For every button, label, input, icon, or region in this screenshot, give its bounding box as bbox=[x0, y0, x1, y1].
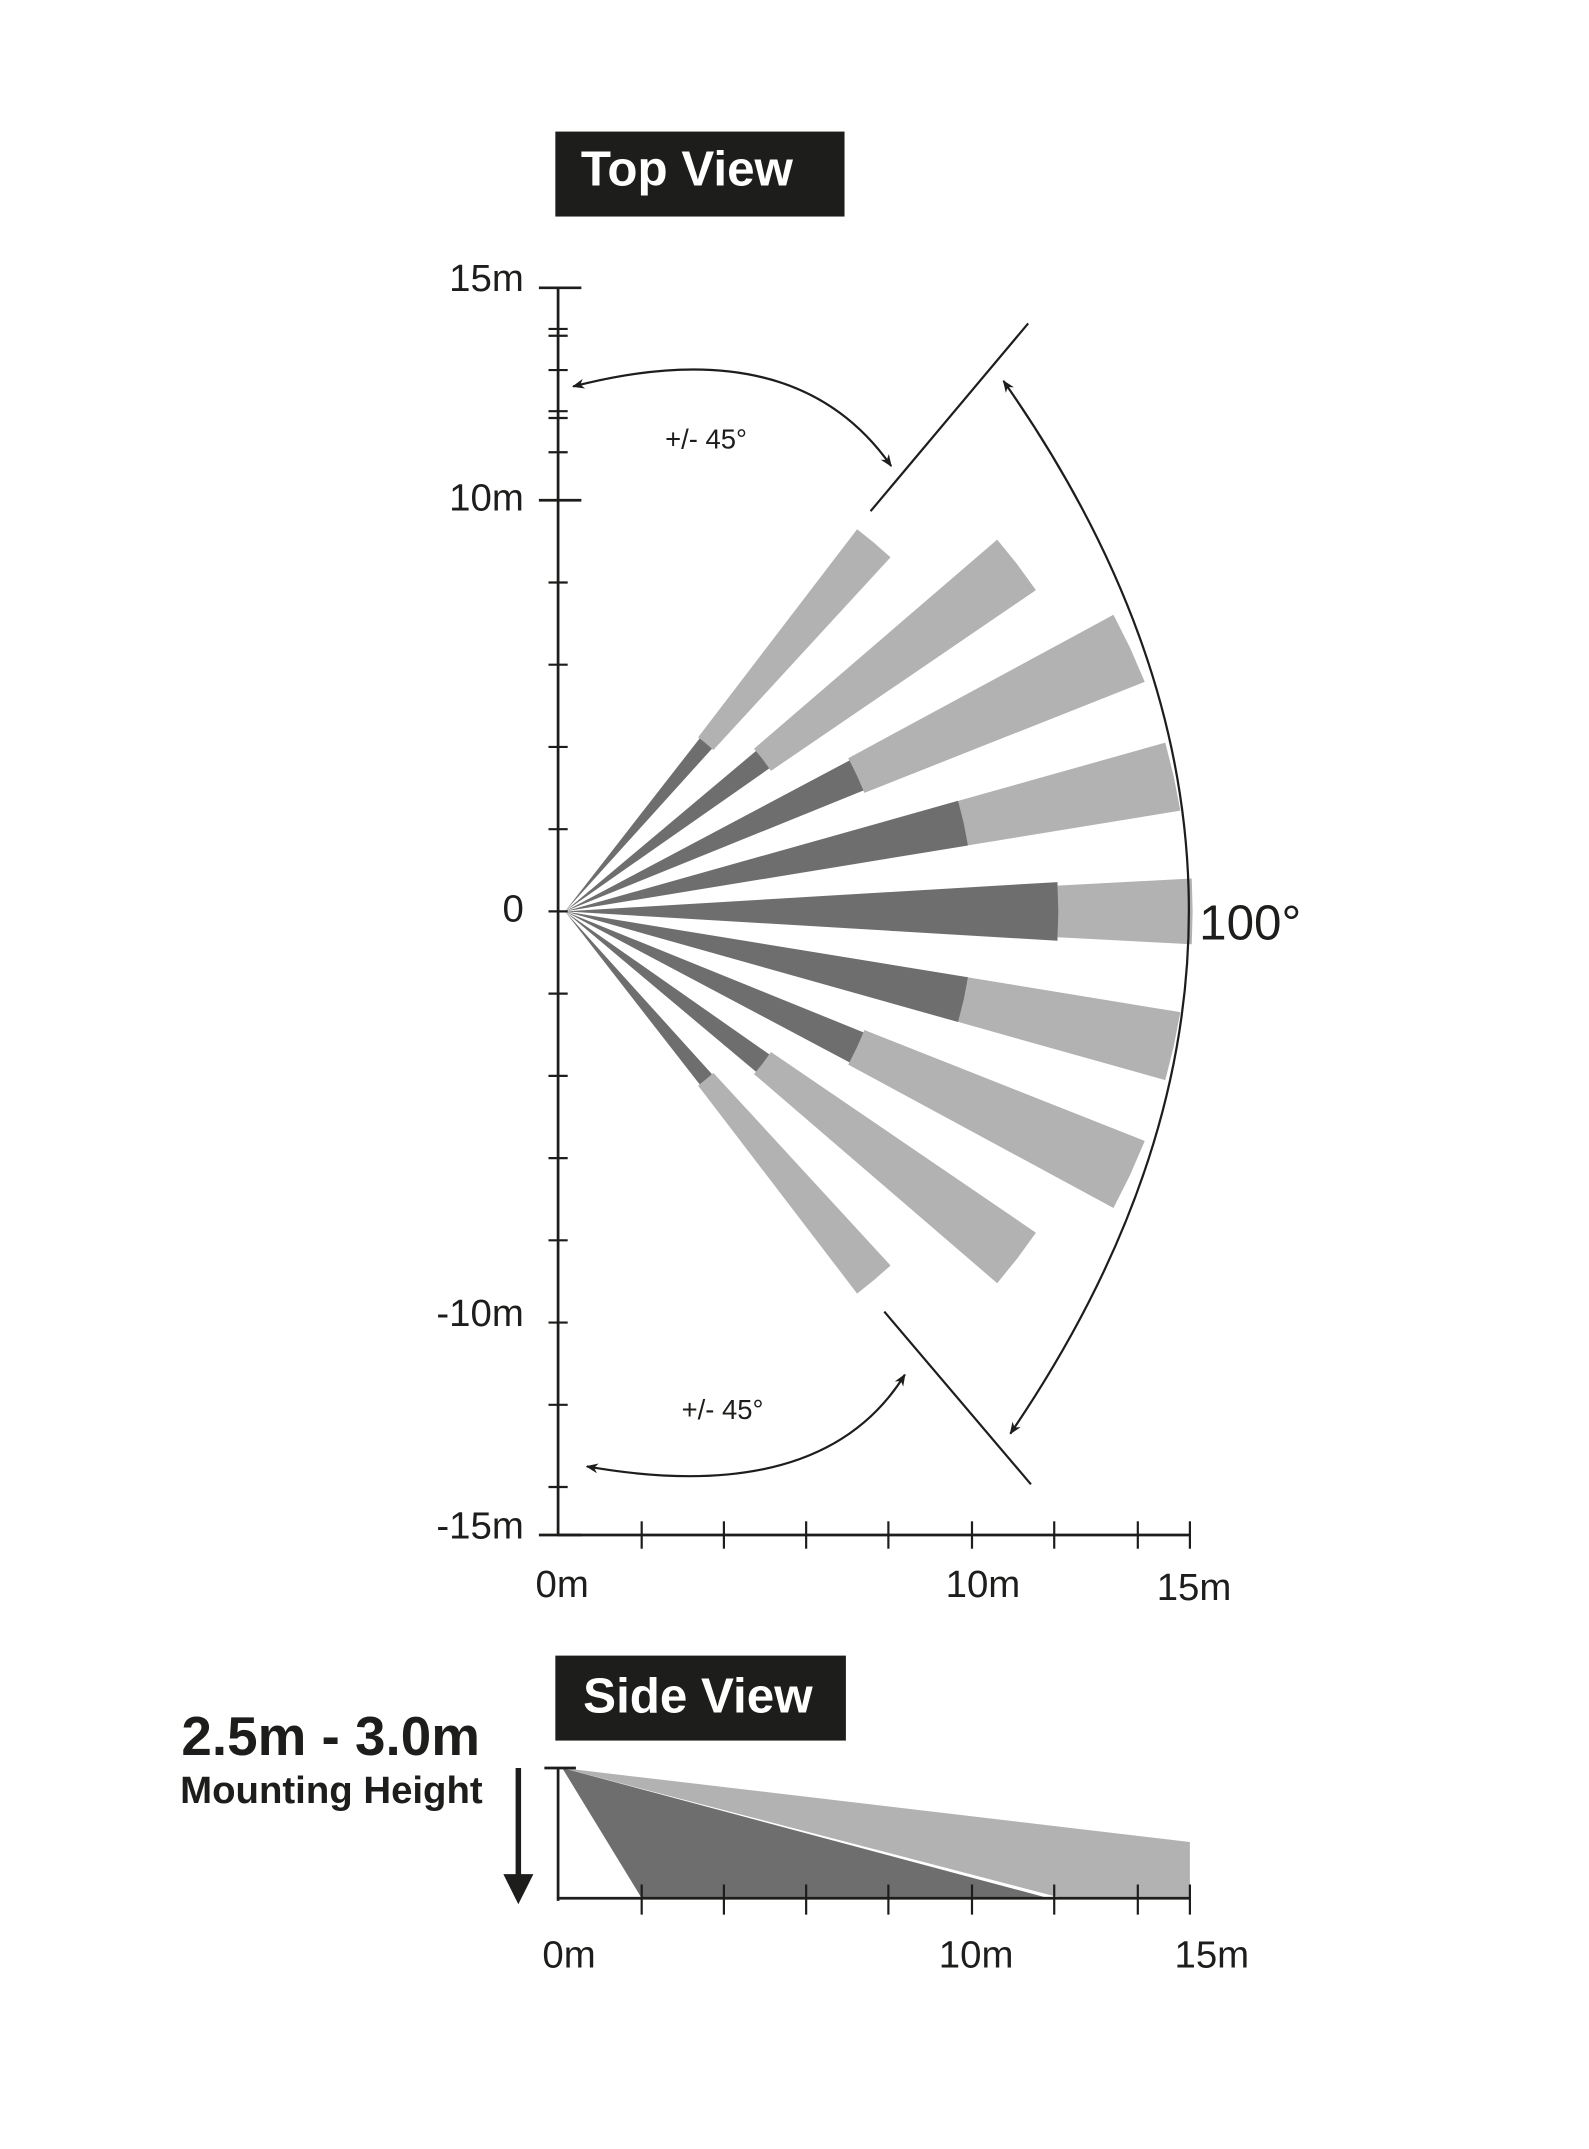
beam-near bbox=[564, 800, 969, 912]
x-label: 0m bbox=[542, 1933, 595, 1976]
side-beam-far bbox=[562, 1767, 1190, 1899]
angle-arc bbox=[585, 1373, 906, 1478]
y-label: 15m bbox=[449, 257, 524, 300]
coverage-arc bbox=[1002, 379, 1190, 1435]
beam-far bbox=[1057, 878, 1193, 945]
beam-near bbox=[564, 911, 770, 1072]
beam-far bbox=[958, 977, 1181, 1081]
beam-near bbox=[564, 760, 864, 912]
y-label: -10m bbox=[436, 1292, 523, 1335]
x-label: 10m bbox=[946, 1563, 1021, 1606]
beam-far bbox=[698, 1072, 891, 1294]
x-label: 10m bbox=[939, 1933, 1014, 1976]
height-caption: Mounting Height bbox=[180, 1769, 483, 1812]
x-label: 15m bbox=[1175, 1933, 1250, 1976]
y-label: -15m bbox=[436, 1504, 523, 1547]
side-view-title: Side View bbox=[583, 1668, 813, 1723]
angle-arc bbox=[571, 368, 893, 467]
height-label: 2.5m - 3.0m bbox=[181, 1705, 480, 1767]
beam-near bbox=[564, 751, 770, 912]
angle-label: +/- 45° bbox=[682, 1394, 764, 1425]
title-box bbox=[555, 131, 845, 217]
y-label: 0 bbox=[502, 888, 523, 931]
beam-far bbox=[698, 529, 891, 750]
boundary-line bbox=[869, 322, 1030, 512]
x-label: 0m bbox=[536, 1563, 589, 1606]
top-axes bbox=[538, 286, 1191, 1549]
beam-far bbox=[848, 614, 1145, 793]
beam-far bbox=[754, 1051, 1036, 1284]
x-label: 15m bbox=[1157, 1566, 1232, 1609]
beam-near bbox=[564, 911, 969, 1023]
top-view-title: Top View bbox=[581, 142, 794, 197]
y-label: 10m bbox=[449, 476, 524, 519]
beam-far bbox=[848, 1029, 1145, 1209]
coverage-label: 100° bbox=[1199, 896, 1301, 951]
angle-label: +/- 45° bbox=[665, 424, 747, 455]
side-axes bbox=[544, 1766, 1191, 1915]
side-beam-near bbox=[562, 1767, 1049, 1899]
beam-far bbox=[754, 539, 1036, 771]
beam-near bbox=[564, 882, 1059, 941]
beam-far bbox=[958, 742, 1181, 846]
title-box bbox=[555, 1655, 846, 1741]
boundary-line bbox=[883, 1310, 1032, 1485]
beams bbox=[564, 529, 1193, 1294]
beam-near bbox=[564, 738, 712, 912]
beam-near bbox=[564, 911, 864, 1063]
beam-near bbox=[564, 911, 712, 1085]
